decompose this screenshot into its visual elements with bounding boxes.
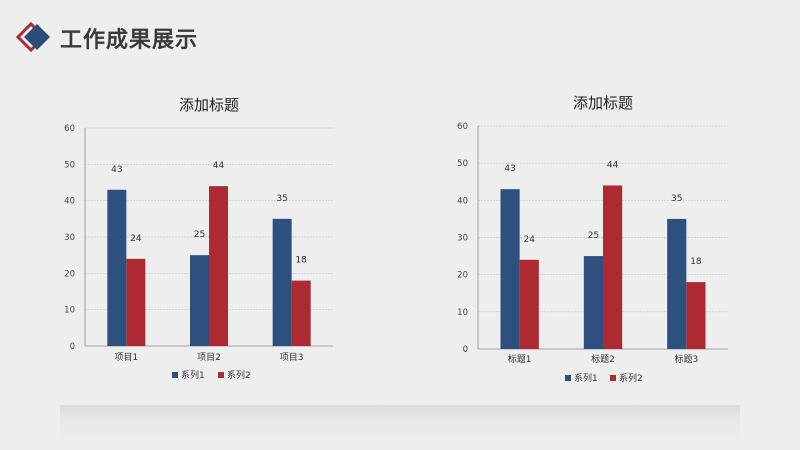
legend-swatch (172, 372, 178, 378)
header: 工作成果展示 (0, 0, 800, 75)
y-tick-label: 30 (64, 233, 75, 243)
y-tick-label: 0 (463, 345, 468, 355)
data-label: 44 (213, 161, 225, 171)
bar (126, 258, 146, 346)
category-label: 项目3 (280, 352, 304, 363)
y-tick-label: 10 (64, 306, 75, 316)
bar (686, 282, 706, 349)
legend-label: 系列1 (181, 369, 205, 381)
data-label: 35 (276, 194, 287, 204)
data-label: 25 (588, 231, 599, 241)
y-tick-label: 50 (457, 159, 468, 169)
bar (291, 280, 311, 346)
category-label: 标题3 (674, 353, 698, 365)
decorative-shadow (60, 405, 740, 445)
legend-swatch (218, 372, 224, 378)
legend-swatch (610, 375, 616, 381)
y-tick-label: 50 (64, 160, 75, 170)
y-tick-label: 0 (70, 342, 75, 352)
data-label: 24 (524, 235, 536, 245)
category-label: 标题1 (508, 353, 532, 365)
category-label: 项目2 (197, 352, 221, 363)
data-label: 24 (130, 234, 142, 244)
bar (519, 259, 539, 349)
bar (272, 218, 292, 346)
bar (667, 218, 687, 349)
bar (209, 186, 229, 346)
bar (107, 189, 127, 346)
legend-label: 系列2 (227, 369, 251, 381)
data-label: 18 (690, 257, 702, 267)
data-label: 43 (504, 164, 515, 174)
bar (189, 255, 209, 346)
chart-title: 添加标题 (179, 96, 239, 114)
bar (583, 256, 603, 349)
data-label: 18 (295, 256, 307, 266)
bar (603, 185, 623, 349)
category-label: 标题2 (591, 353, 615, 365)
legend-swatch (565, 375, 571, 381)
y-tick-label: 40 (64, 197, 75, 207)
bar (500, 189, 520, 349)
category-label: 项目1 (114, 352, 138, 363)
data-label: 25 (194, 230, 205, 240)
y-tick-label: 20 (457, 271, 468, 281)
y-tick-label: 10 (457, 308, 468, 318)
y-tick-label: 20 (64, 269, 75, 279)
chart-title: 添加标题 (573, 94, 633, 112)
y-tick-label: 40 (457, 196, 468, 206)
logo-icon (15, 21, 50, 53)
data-label: 35 (671, 194, 682, 204)
legend-label: 系列2 (619, 372, 643, 384)
data-label: 44 (607, 160, 619, 170)
legend-label: 系列1 (574, 372, 598, 384)
y-tick-label: 60 (457, 122, 468, 132)
data-label: 43 (111, 165, 122, 175)
page-title: 工作成果展示 (60, 28, 199, 53)
y-tick-label: 30 (457, 234, 468, 244)
y-tick-label: 60 (64, 124, 75, 134)
